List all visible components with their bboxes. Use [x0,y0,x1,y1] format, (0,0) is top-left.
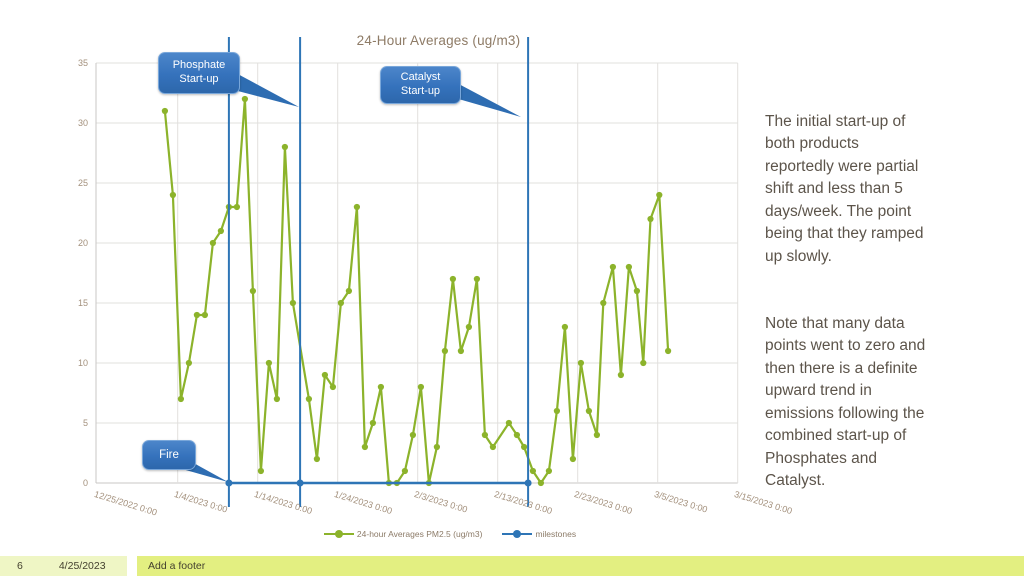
milestone-marker [296,479,304,487]
pm25-data-point [177,395,184,403]
pm25-data-point [625,263,633,271]
milestone-marker [524,479,532,487]
pm25-data-point [361,443,368,451]
pm25-data-point [457,347,464,355]
pm25-data-point [305,395,312,403]
pm25-data-point [665,347,672,355]
footer-date[interactable]: 4/25/2023 [58,560,106,572]
pm25-data-point [161,107,168,115]
slide-number[interactable]: 6 [17,560,23,572]
pm25-data-point [489,443,496,451]
pm25-data-point [337,299,344,307]
pm25-data-point [449,275,456,283]
pm25-data-point [441,347,448,355]
callout-fire[interactable]: Fire [142,440,196,470]
milestone-marker [225,479,233,487]
footer-page-date-area: 6 4/25/2023 [0,556,127,576]
pm25-data-point [401,467,408,475]
legend-marker-pm25 [323,530,354,538]
pm25-data-point [313,455,320,463]
catalyst-callout-tail [455,82,521,117]
pm25-data-point [409,431,416,439]
pm25-data-point [233,203,240,211]
pm25-data-point [481,431,488,439]
pm25-data-point [513,431,521,439]
y-axis-tick-label: 15 [77,297,88,308]
pm25-data-point [505,419,512,427]
y-axis-tick-label: 25 [77,177,88,188]
legend-label-milestones: milestones [535,529,577,539]
pm25-data-point [193,311,200,319]
pm25-data-point [600,299,607,307]
legend-marker-milestones [502,530,533,538]
pm25-data-point [417,383,424,391]
pm25-data-point [465,323,472,331]
legend-item-pm25[interactable]: 24-hour Averages PM2.5 (ug/m3) [323,529,483,539]
pm25-data-point [585,407,593,415]
pm25-data-point [289,299,296,307]
pm25-data-point [217,227,224,235]
pm25-data-point [537,479,545,487]
y-axis-tick-label: 30 [77,117,88,128]
callout-catalyst-startup[interactable]: Catalyst Start-up [380,66,461,104]
pm25-data-point [545,467,553,475]
y-axis-tick-label: 5 [82,417,88,428]
y-axis-tick-label: 0 [82,477,88,488]
notes-paragraph-2: Note that many data points went to zero … [765,314,926,490]
chart-legend[interactable]: 24-hour Averages PM2.5 (ug/m3) milestone… [0,529,900,539]
pm25-data-point [249,287,256,295]
y-axis-tick-label: 20 [77,237,88,248]
pm25-data-point [377,383,384,391]
pm25-data-point [185,359,192,367]
pm25-data-point [257,467,264,475]
y-axis-tick-label: 35 [77,57,88,68]
footer-text: Add a footer [148,560,206,572]
legend-label-pm25: 24-hour Averages PM2.5 (ug/m3) [356,529,483,539]
pm25-data-point [577,359,585,367]
pm25-series-line[interactable] [163,97,670,485]
pm25-data-point [647,215,654,223]
legend-item-milestones[interactable]: milestones [502,529,576,539]
pm25-data-point [593,431,601,439]
y-axis-tick-label: 10 [77,357,88,368]
phosphate-callout-tail [234,72,299,107]
pm25-data-point [345,287,352,295]
pm25-data-point [617,371,625,379]
pm25-data-point [201,311,208,319]
callout-phosphate-startup[interactable]: Phosphate Start-up [158,52,240,94]
pm25-data-point [281,143,288,151]
pm25-data-point [369,419,376,427]
notes-paragraph-1: The initial start-up of both products re… [765,112,924,265]
pm25-data-point [561,323,569,331]
pm25-data-point [265,359,272,367]
pm25-data-point [433,443,440,451]
pm25-data-point [321,371,328,379]
pm25-data-point [609,263,617,271]
pm25-data-point [633,287,641,295]
pm25-data-point [640,359,647,367]
pm25-data-point [169,191,176,199]
pm25-data-point [353,203,360,211]
pm25-data-point [529,467,537,475]
pm25-data-point [569,455,577,463]
pm25-data-point [553,407,561,415]
notes-text-block[interactable]: The initial start-up of both products re… [765,88,997,537]
pm25-data-point [241,95,248,103]
callout-tails [168,72,521,482]
pm25-data-point [273,395,280,403]
pm25-data-point [473,275,480,283]
footer-placeholder[interactable]: Add a footer [137,556,1024,576]
pm25-data-point [656,191,663,199]
chart-title[interactable]: 24-Hour Averages (ug/m3) [356,33,521,48]
pm25-data-point [521,443,528,451]
pm25-data-point [329,383,336,391]
pm25-data-point [209,239,216,247]
